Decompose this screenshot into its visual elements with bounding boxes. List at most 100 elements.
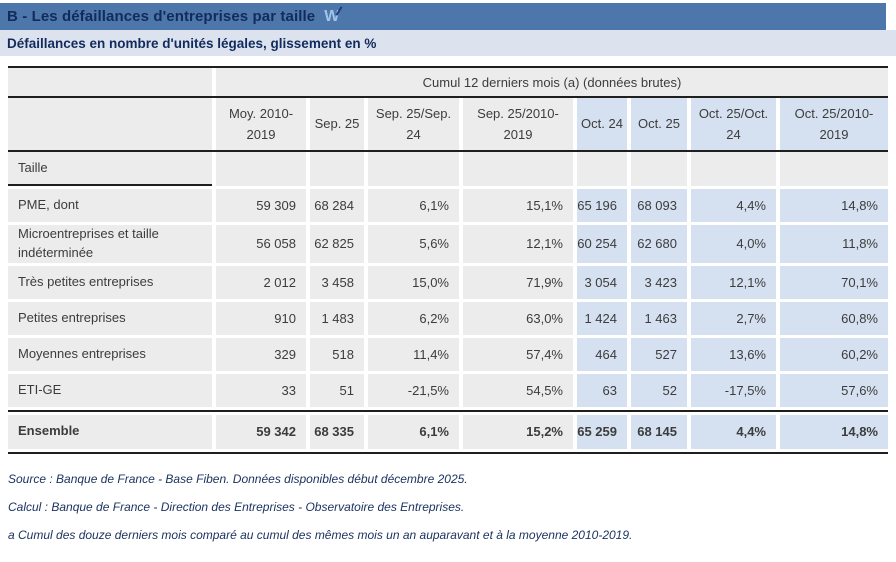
separator	[8, 150, 888, 152]
column-header-row: Moy. 2010-2019 Sep. 25 Sep. 25/Sep. 24 S…	[8, 98, 888, 150]
value-cell: 1 463	[631, 301, 687, 335]
section-header-row: Taille	[8, 152, 888, 186]
column-header: Oct. 25/Oct. 24	[691, 98, 776, 150]
value-cell: 3 423	[631, 265, 687, 299]
value-cell: 518	[310, 337, 364, 371]
value-cell: 6,1%	[368, 414, 459, 449]
empty-cell	[691, 152, 776, 186]
value-cell: 5,6%	[368, 225, 459, 263]
column-header: Oct. 25	[631, 98, 687, 150]
empty-cell	[780, 152, 888, 186]
separator	[8, 96, 888, 98]
value-cell: 3 054	[577, 265, 627, 299]
row-label: Moyennes entreprises	[8, 337, 212, 371]
source-note: Source : Banque de France - Base Fiben. …	[8, 471, 468, 486]
header-empty-cell	[8, 98, 212, 150]
value-cell: 14,8%	[780, 189, 888, 222]
column-header: Sep. 25/Sep. 24	[368, 98, 459, 150]
value-cell: 60 254	[577, 225, 627, 263]
row-label: PME, dont	[8, 189, 212, 222]
empty-cell	[631, 152, 687, 186]
table-top-border	[8, 66, 888, 68]
empty-cell	[310, 152, 364, 186]
value-cell: 14,8%	[780, 414, 888, 449]
table-subtitle: Défaillances en nombre d'unités légales,…	[7, 35, 377, 51]
subtitle-bar: Défaillances en nombre d'unités légales,…	[0, 30, 896, 56]
value-cell: 4,4%	[691, 414, 776, 449]
value-cell: 57,4%	[463, 337, 573, 371]
section-label: Taille	[8, 152, 212, 186]
table-body: PME, dont 59 309 68 284 6,1% 15,1% 65 196 68 0…	[8, 189, 888, 454]
row-label: Ensemble	[8, 414, 212, 449]
title-bar: B - Les défaillances d'entreprises par t…	[0, 3, 886, 30]
value-cell: 527	[631, 337, 687, 371]
value-cell: 71,9%	[463, 265, 573, 299]
value-cell: 2,7%	[691, 301, 776, 335]
row-label: Petites entreprises	[8, 301, 212, 335]
empty-cell	[577, 152, 627, 186]
value-cell: 54,5%	[463, 373, 573, 407]
value-cell: 11,8%	[780, 225, 888, 263]
value-cell: 6,1%	[368, 189, 459, 222]
column-header: Oct. 24	[577, 98, 627, 150]
separator	[8, 451, 888, 454]
value-cell: 62 680	[631, 225, 687, 263]
value-cell: 60,2%	[780, 337, 888, 371]
separator	[8, 409, 888, 412]
column-header: Sep. 25	[310, 98, 364, 150]
value-cell: 33	[216, 373, 306, 407]
row-label: Très petites entreprises	[8, 265, 212, 299]
value-cell: 13,6%	[691, 337, 776, 371]
webstat-logo-icon[interactable]: W	[324, 7, 340, 25]
value-cell: 329	[216, 337, 306, 371]
table-row: ETI-GE 33 51 -21,5% 54,5% 63 52 -17,5% 57,6%	[8, 373, 888, 407]
value-cell: 65 196	[577, 189, 627, 222]
value-cell: 15,1%	[463, 189, 573, 222]
value-cell: 11,4%	[368, 337, 459, 371]
value-cell: 12,1%	[463, 225, 573, 263]
row-label: Microentreprises et taille indéterminée	[8, 225, 212, 263]
calcul-note: Calcul : Banque de France - Direction de…	[8, 499, 465, 514]
value-cell: 62 825	[310, 225, 364, 263]
table-row: Ensemble 59 342 68 335 6,1% 15,2% 65 259 68 14…	[8, 414, 888, 449]
footnotes: Source : Banque de France - Base Fiben. …	[8, 472, 896, 542]
empty-cell	[463, 152, 573, 186]
empty-cell	[368, 152, 459, 186]
span-header-row: Cumul 12 derniers mois (a) (données brut…	[8, 68, 888, 96]
value-cell: 4,0%	[691, 225, 776, 263]
column-header: Sep. 25/2010-2019	[463, 98, 573, 150]
value-cell: 59 309	[216, 189, 306, 222]
value-cell: 56 058	[216, 225, 306, 263]
table-row: Très petites entreprises 2 012 3 458 15,0% 7…	[8, 265, 888, 299]
span-header-empty-cell	[8, 68, 212, 96]
row-label: ETI-GE	[8, 373, 212, 407]
value-cell: 68 145	[631, 414, 687, 449]
table-row: Petites entreprises 910 1 483 6,2% 63,0% 1 42…	[8, 301, 888, 335]
value-cell: -17,5%	[691, 373, 776, 407]
value-cell: 1 424	[577, 301, 627, 335]
value-cell: 63	[577, 373, 627, 407]
value-cell: 63,0%	[463, 301, 573, 335]
column-header: Moy. 2010-2019	[216, 98, 306, 150]
page: B - Les défaillances d'entreprises par t…	[0, 3, 896, 542]
value-cell: 52	[631, 373, 687, 407]
value-cell: 4,4%	[691, 189, 776, 222]
value-cell: 15,2%	[463, 414, 573, 449]
value-cell: 70,1%	[780, 265, 888, 299]
value-cell: 1 483	[310, 301, 364, 335]
value-cell: -21,5%	[368, 373, 459, 407]
value-cell: 6,2%	[368, 301, 459, 335]
value-cell: 57,6%	[780, 373, 888, 407]
failures-by-size-table: Cumul 12 derniers mois (a) (données brut…	[8, 66, 888, 454]
value-cell: 59 342	[216, 414, 306, 449]
empty-cell	[216, 152, 306, 186]
footnote-a: a Cumul des douze derniers mois comparé …	[8, 527, 633, 542]
value-cell: 12,1%	[691, 265, 776, 299]
value-cell: 60,8%	[780, 301, 888, 335]
column-header: Oct. 25/2010-2019	[780, 98, 888, 150]
value-cell: 910	[216, 301, 306, 335]
value-cell: 464	[577, 337, 627, 371]
value-cell: 68 284	[310, 189, 364, 222]
table-row: Moyennes entreprises 329 518 11,4% 57,4% 464 5…	[8, 337, 888, 371]
table-row: Microentreprises et taille indéterminée 5…	[8, 225, 888, 263]
